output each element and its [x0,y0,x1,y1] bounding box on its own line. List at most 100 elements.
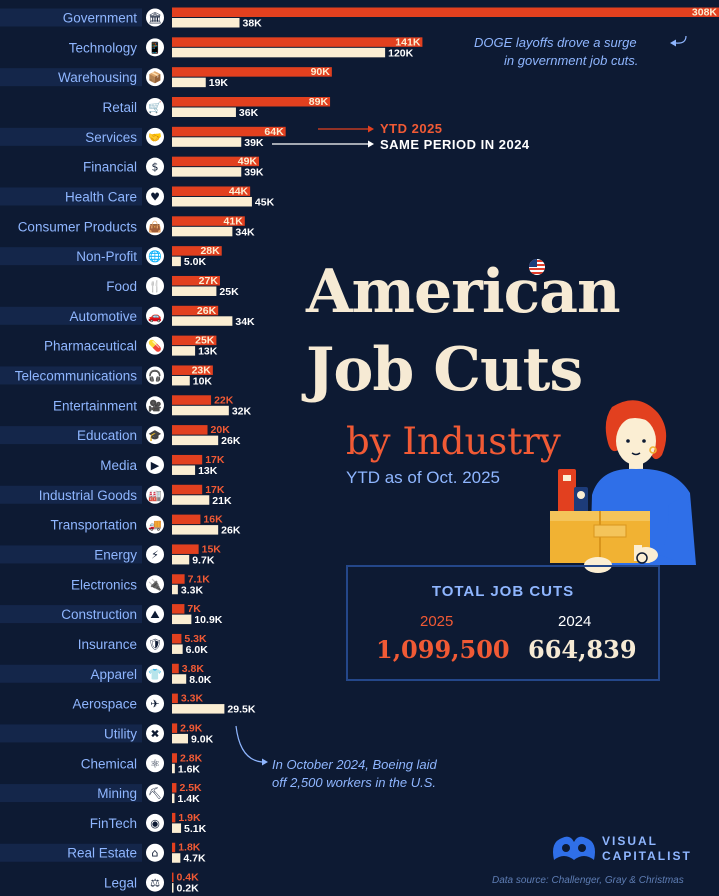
bar-2025-electronics [172,574,185,584]
total-heading: TOTAL JOB CUTS [431,583,575,600]
value-label-2024-food: 25K [219,286,239,298]
bar-2025-education [172,425,208,435]
bar-2025-entertainment [172,395,212,405]
handshake-icon: 🤝 [148,131,162,144]
value-label-2025-industrial-goods: 17K [205,484,225,496]
value-label-2024-telecommunications: 10K [193,375,213,387]
icon-circle-apparel [146,664,164,683]
icon-circle-real-estate [146,843,164,862]
category-label-transportation: Transportation [50,518,137,533]
value-label-2025-retail: 89K [309,96,329,108]
bar-2025-services [172,126,286,137]
row-band-automotive [0,306,142,325]
shield-icon: 🛡 [148,638,162,651]
bar-2025-consumer-products [172,216,245,226]
boeing-annotation-line1: In October 2024, Boeing laid [272,757,437,772]
bar-2024-construction [172,614,192,625]
bar-2024-technology [172,47,386,58]
icon-circle-food [146,276,164,295]
cart-icon: 🛒 [148,101,162,114]
category-label-pharmaceutical: Pharmaceutical [44,339,137,354]
icon-circle-financial [146,157,164,176]
value-label-2024-government: 38K [242,18,262,30]
value-label-2024-real-estate: 4.7K [183,853,206,865]
fintech-icon: ◉ [150,817,160,830]
value-label-2024-industrial-goods: 21K [212,495,232,507]
total-year-2024: 2024 [558,613,592,630]
row-band-apparel [0,664,142,683]
bar-2025-chemical [172,753,177,763]
icon-circle-aerospace [146,694,164,713]
icon-circle-insurance [146,634,164,653]
value-label-2024-fintech: 5.1K [184,823,207,835]
bar-2025-retail [172,96,331,107]
category-label-real-estate: Real Estate [67,846,137,861]
bar-2025-automotive [172,305,219,316]
category-label-energy: Energy [94,547,137,562]
bar-2025-energy [172,544,199,554]
pickaxe-icon: ⛏ [148,787,162,800]
category-label-financial: Financial [83,160,137,175]
value-label-2024-mining: 1.4K [177,793,200,805]
bar-2024-apparel [172,674,187,684]
row-band-mining [0,784,142,803]
value-label-2025-consumer-products: 41K [224,215,244,227]
value-label-2025-apparel: 3.8K [182,663,205,675]
icon-circle-fintech [146,813,164,832]
mountain-icon: ⛰ [150,608,159,621]
row-band-warehousing [0,68,142,87]
icon-circle-energy [146,545,164,564]
icon-circle-entertainment [146,396,164,415]
value-label-2024-electronics: 3.3K [181,584,204,596]
title-line1: American [306,257,621,327]
value-label-2025-services: 64K [264,126,284,138]
factory-icon: 🏭 [148,489,162,502]
heart-icon: ♥ [150,190,160,203]
icon-circle-non-profit [146,247,164,266]
icon-circle-telecommunications [146,366,164,385]
value-label-2025-automotive: 26K [197,305,217,317]
category-label-warehousing: Warehousing [58,70,137,85]
brand-logo: VISUAL CAPITALIST [550,830,690,871]
bank-icon: 🏛 [148,12,162,25]
bar-2025-government [172,7,719,17]
value-label-2025-technology: 141K [395,36,421,48]
bar-2024-health-care [172,196,252,207]
value-label-2025-construction: 7K [187,603,201,615]
value-label-2024-chemical: 1.6K [178,763,201,775]
value-label-2024-entertainment: 32K [232,405,252,417]
bar-2024-food [172,286,217,296]
category-label-aerospace: Aerospace [72,697,137,712]
bar-2024-financial [172,167,242,177]
category-label-construction: Construction [61,607,137,622]
bar-2025-warehousing [172,67,332,77]
category-label-media: Media [100,458,137,473]
icon-circle-utility [146,724,164,743]
icon-circle-transportation [146,515,164,534]
bar-2024-non-profit [172,256,181,267]
row-band-non-profit [0,247,142,266]
pill-icon: 💊 [148,339,162,353]
bar-2025-legal [172,872,174,883]
value-label-2024-apparel: 8.0K [189,674,212,686]
value-label-2024-energy: 9.7K [192,554,215,566]
total-job-cuts-box: TOTAL JOB CUTS 2025 2024 1,099,500 664,8… [346,565,660,681]
value-label-2024-health-care: 45K [255,196,275,208]
icon-circle-government [146,8,164,27]
bar-2025-health-care [172,186,251,196]
icon-circle-health-care [146,187,164,206]
icon-circle-legal [146,873,164,892]
bar-2025-real-estate [172,842,176,853]
value-label-2025-aerospace: 3.3K [181,693,204,705]
value-label-2024-warehousing: 19K [209,77,229,89]
value-label-2024-non-profit: 5.0K [184,256,207,268]
category-label-industrial-goods: Industrial Goods [39,488,138,503]
visual-capitalist-logo-icon [553,836,595,860]
bag-icon: 👜 [148,220,162,233]
us-flag-icon [529,259,545,275]
bar-2025-apparel [172,663,179,674]
bar-2025-non-profit [172,246,222,256]
icon-circle-chemical [146,754,164,773]
value-label-2024-technology: 120K [388,47,414,59]
category-label-electronics: Electronics [71,577,137,592]
